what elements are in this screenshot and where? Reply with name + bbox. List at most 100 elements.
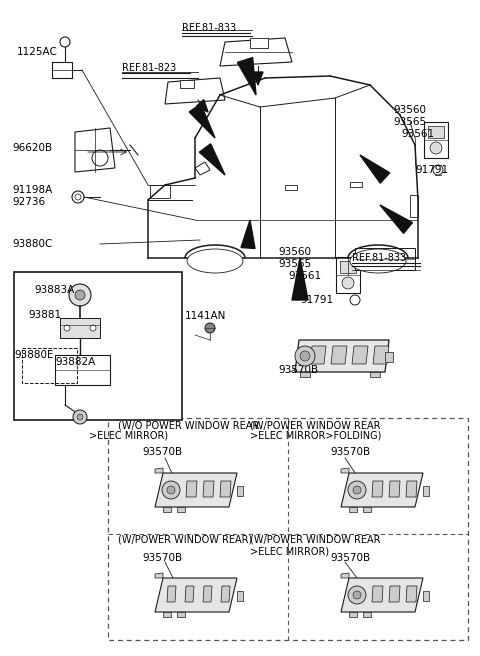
Polygon shape bbox=[155, 573, 163, 578]
Bar bbox=[363, 612, 371, 617]
Bar bbox=[336, 257, 360, 293]
Circle shape bbox=[77, 414, 83, 420]
Text: 91791: 91791 bbox=[300, 295, 333, 305]
Text: 93881: 93881 bbox=[28, 310, 61, 320]
Bar bbox=[163, 612, 171, 617]
Text: 93560: 93560 bbox=[278, 247, 311, 257]
Ellipse shape bbox=[350, 249, 406, 273]
Text: 1141AN: 1141AN bbox=[185, 311, 227, 321]
Bar bbox=[14, 272, 182, 420]
Text: REF.81-833: REF.81-833 bbox=[182, 23, 236, 33]
Bar bbox=[385, 352, 393, 362]
Bar bbox=[150, 185, 170, 198]
Bar bbox=[108, 418, 468, 640]
Polygon shape bbox=[221, 586, 230, 602]
Polygon shape bbox=[341, 573, 349, 578]
Text: >ELEC MIRROR>FOLDING): >ELEC MIRROR>FOLDING) bbox=[250, 431, 382, 441]
Text: 96620B: 96620B bbox=[12, 143, 52, 153]
Bar bbox=[250, 38, 268, 48]
Text: 93565: 93565 bbox=[278, 259, 311, 269]
Polygon shape bbox=[355, 248, 415, 270]
Bar bbox=[363, 507, 371, 512]
Circle shape bbox=[167, 486, 175, 494]
Polygon shape bbox=[292, 258, 308, 300]
Text: 93561: 93561 bbox=[401, 129, 434, 139]
Bar bbox=[428, 126, 444, 138]
Polygon shape bbox=[75, 128, 115, 172]
Bar bbox=[370, 372, 380, 377]
Polygon shape bbox=[406, 481, 417, 497]
Circle shape bbox=[353, 486, 361, 494]
Text: REF.81-823: REF.81-823 bbox=[122, 63, 176, 73]
Polygon shape bbox=[167, 586, 176, 602]
Circle shape bbox=[353, 591, 361, 599]
Bar bbox=[180, 80, 194, 88]
Text: 91791: 91791 bbox=[415, 165, 448, 175]
Polygon shape bbox=[380, 205, 412, 234]
Bar bbox=[177, 612, 185, 617]
Circle shape bbox=[72, 191, 84, 203]
Bar bbox=[423, 591, 429, 601]
Circle shape bbox=[348, 586, 366, 604]
Polygon shape bbox=[295, 340, 389, 372]
Bar bbox=[340, 261, 356, 273]
Polygon shape bbox=[341, 578, 423, 612]
Text: (W/POWER WINDOW REAR: (W/POWER WINDOW REAR bbox=[250, 535, 381, 545]
Polygon shape bbox=[186, 481, 197, 497]
Text: 93565: 93565 bbox=[393, 117, 426, 127]
Bar bbox=[163, 507, 171, 512]
Polygon shape bbox=[203, 481, 214, 497]
Polygon shape bbox=[189, 104, 215, 138]
Circle shape bbox=[300, 351, 310, 361]
Text: 93880C: 93880C bbox=[12, 239, 52, 249]
Bar bbox=[349, 507, 357, 512]
Text: 93570B: 93570B bbox=[142, 553, 182, 563]
Polygon shape bbox=[238, 58, 256, 95]
Text: REF.81-833: REF.81-833 bbox=[352, 253, 406, 263]
Polygon shape bbox=[341, 468, 349, 473]
Polygon shape bbox=[389, 481, 400, 497]
Circle shape bbox=[73, 410, 87, 424]
Polygon shape bbox=[310, 346, 326, 364]
Text: 1125AC: 1125AC bbox=[17, 47, 58, 57]
Bar bbox=[237, 486, 243, 496]
Polygon shape bbox=[360, 155, 390, 183]
Text: 92736: 92736 bbox=[12, 197, 45, 207]
Text: 93880E: 93880E bbox=[14, 350, 53, 360]
Polygon shape bbox=[196, 100, 208, 112]
Text: 93570B: 93570B bbox=[142, 447, 182, 457]
Polygon shape bbox=[220, 481, 231, 497]
Text: 93883A: 93883A bbox=[34, 285, 74, 295]
Polygon shape bbox=[331, 346, 347, 364]
Bar bbox=[423, 486, 429, 496]
Bar bbox=[410, 195, 418, 217]
Bar bbox=[349, 612, 357, 617]
Polygon shape bbox=[389, 586, 400, 602]
Bar bbox=[424, 122, 448, 158]
Text: (W/O POWER WINDOW REAR: (W/O POWER WINDOW REAR bbox=[118, 420, 259, 430]
Polygon shape bbox=[185, 586, 194, 602]
Polygon shape bbox=[372, 481, 383, 497]
Circle shape bbox=[433, 165, 443, 175]
Polygon shape bbox=[220, 38, 292, 66]
Polygon shape bbox=[60, 318, 100, 338]
Text: 93882A: 93882A bbox=[55, 357, 95, 367]
Circle shape bbox=[75, 194, 81, 200]
Circle shape bbox=[350, 295, 360, 305]
Text: >ELEC MIRROR): >ELEC MIRROR) bbox=[250, 546, 329, 556]
Text: 93570B: 93570B bbox=[278, 365, 318, 375]
Polygon shape bbox=[165, 78, 225, 104]
Polygon shape bbox=[241, 220, 255, 249]
Circle shape bbox=[75, 290, 85, 300]
Circle shape bbox=[90, 325, 96, 331]
Bar bbox=[55, 355, 110, 385]
Circle shape bbox=[205, 323, 215, 333]
Circle shape bbox=[162, 481, 180, 499]
Polygon shape bbox=[253, 72, 263, 85]
Polygon shape bbox=[373, 346, 389, 364]
Circle shape bbox=[69, 284, 91, 306]
Circle shape bbox=[92, 150, 108, 166]
Polygon shape bbox=[372, 586, 383, 602]
Circle shape bbox=[295, 346, 315, 366]
Circle shape bbox=[348, 481, 366, 499]
